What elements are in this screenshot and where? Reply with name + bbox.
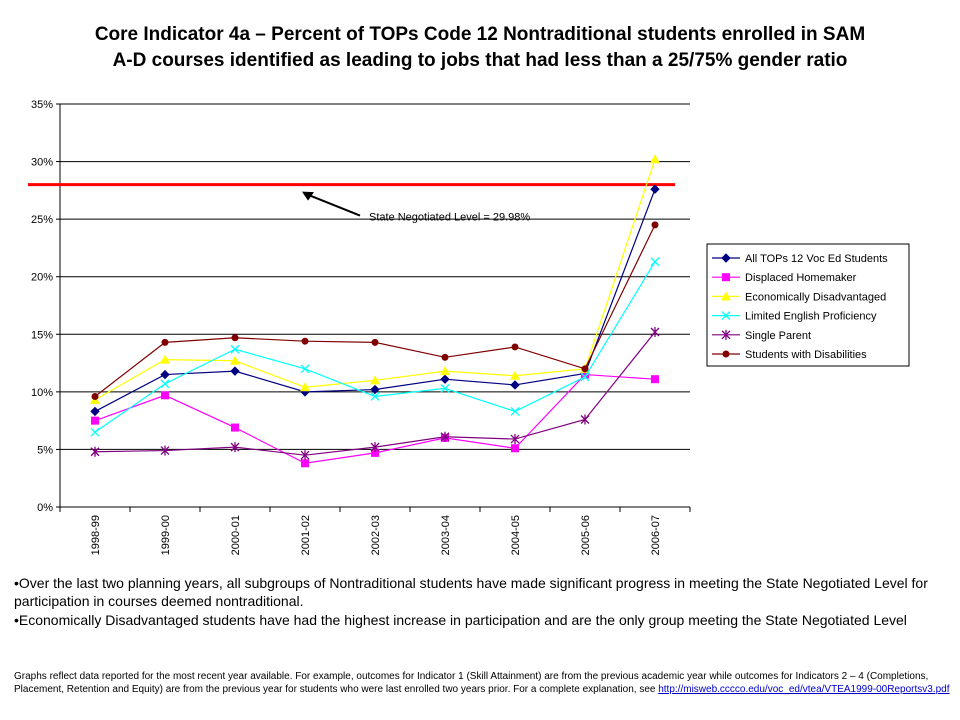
data-point xyxy=(90,427,100,437)
y-tick-label: 10% xyxy=(31,387,53,399)
x-tick-label: 2006-07 xyxy=(650,515,662,555)
series-group xyxy=(90,257,660,437)
data-point xyxy=(510,406,520,416)
line-chart: 0% 5% 10% 15% 20% 25% 30% 35% 1998-99 1999-00 2000… xyxy=(28,99,910,555)
legend-label: All TOPs 12 Voc Ed Students xyxy=(745,253,888,265)
data-point xyxy=(160,369,170,380)
data-point xyxy=(90,406,100,417)
data-point xyxy=(300,364,310,374)
y-tick-label: 35% xyxy=(31,99,53,111)
footnote-text: Graphs reflect data reported for the mos… xyxy=(14,671,929,695)
data-point xyxy=(371,448,379,457)
legend-label: Limited English Proficiency xyxy=(745,311,877,323)
data-point xyxy=(370,375,380,385)
x-tick-label: 2000-01 xyxy=(230,515,242,555)
annotation-arrow-shaft xyxy=(309,194,361,217)
data-point xyxy=(230,344,240,354)
data-point xyxy=(651,221,659,229)
data-point xyxy=(370,384,380,395)
data-point xyxy=(581,365,589,373)
bullet-list: •Over the last two planning years, all s… xyxy=(14,574,949,630)
bullet-item: •Over the last two planning years, all s… xyxy=(14,575,928,609)
data-point xyxy=(370,392,380,401)
data-point xyxy=(161,391,169,400)
data-point xyxy=(440,374,450,384)
data-point xyxy=(651,375,659,384)
legend-marker xyxy=(721,253,731,263)
data-point xyxy=(91,392,99,400)
report-link[interactable]: http://misweb.cccco.edu/voc_ed/vtea/VTEA… xyxy=(658,684,950,695)
data-point xyxy=(160,354,170,364)
data-point xyxy=(510,380,520,390)
x-tick-label: 1998-99 xyxy=(90,515,102,555)
data-point xyxy=(441,353,449,361)
legend-marker xyxy=(722,350,730,358)
legend-marker xyxy=(721,311,731,321)
x-tick-label: 2001-02 xyxy=(300,515,312,555)
data-point xyxy=(440,383,450,393)
y-tick-label: 20% xyxy=(31,272,53,284)
data-point xyxy=(510,370,520,380)
data-point xyxy=(650,154,660,164)
data-point xyxy=(300,382,310,392)
series-line xyxy=(94,159,656,401)
data-point xyxy=(580,372,590,382)
data-point xyxy=(511,444,519,453)
annotation-arrow-head xyxy=(302,191,314,201)
data-point xyxy=(160,379,170,389)
bullet-item: •Economically Disadvantaged students hav… xyxy=(14,612,907,628)
data-point xyxy=(231,334,239,342)
x-tick-label: 2002-03 xyxy=(370,515,382,555)
data-point xyxy=(650,184,660,194)
y-tick-label: 15% xyxy=(31,329,53,341)
legend-label: Students with Disabilities xyxy=(745,349,867,361)
legend-box xyxy=(706,243,910,367)
x-tick-label: 2004-05 xyxy=(510,515,522,555)
title-line-1: Core Indicator 4a – Percent of TOPs Code… xyxy=(94,24,866,45)
legend-marker xyxy=(721,291,731,301)
footnote: Graphs reflect data reported for the mos… xyxy=(14,670,954,696)
legend-label: Displaced Homemaker xyxy=(745,272,857,284)
y-tick-label: 5% xyxy=(37,444,53,456)
x-tick-label: 1999-00 xyxy=(160,515,172,555)
series-group xyxy=(91,221,659,400)
y-tick-label: 0% xyxy=(37,502,53,514)
data-point xyxy=(161,338,169,346)
legend-label: Economically Disadvantaged xyxy=(745,291,886,303)
y-tick-label: 25% xyxy=(31,214,53,226)
series-line xyxy=(94,261,656,433)
data-point xyxy=(91,416,99,425)
data-point xyxy=(231,423,239,432)
chart-title: Core Indicator 4a – Percent of TOPs Code… xyxy=(20,22,940,74)
data-point xyxy=(301,337,309,345)
x-tick-label: 2005-06 xyxy=(580,515,592,555)
data-point xyxy=(650,257,660,267)
series-group xyxy=(90,326,660,461)
data-point xyxy=(511,343,519,351)
series-group xyxy=(90,154,660,404)
data-point xyxy=(440,366,450,376)
data-point xyxy=(301,459,309,468)
legend-marker xyxy=(722,273,730,282)
legend-label: Single Parent xyxy=(745,330,811,342)
data-point xyxy=(581,370,589,379)
data-point xyxy=(371,338,379,346)
y-tick-label: 30% xyxy=(31,157,53,169)
title-line-2: A-D courses identified as leading to job… xyxy=(112,50,848,71)
data-point xyxy=(230,366,240,376)
state-negotiated-level-label: State Negotiated Level = 29.98% xyxy=(369,212,530,224)
x-tick-label: 2003-04 xyxy=(440,515,452,555)
data-point xyxy=(230,355,240,365)
